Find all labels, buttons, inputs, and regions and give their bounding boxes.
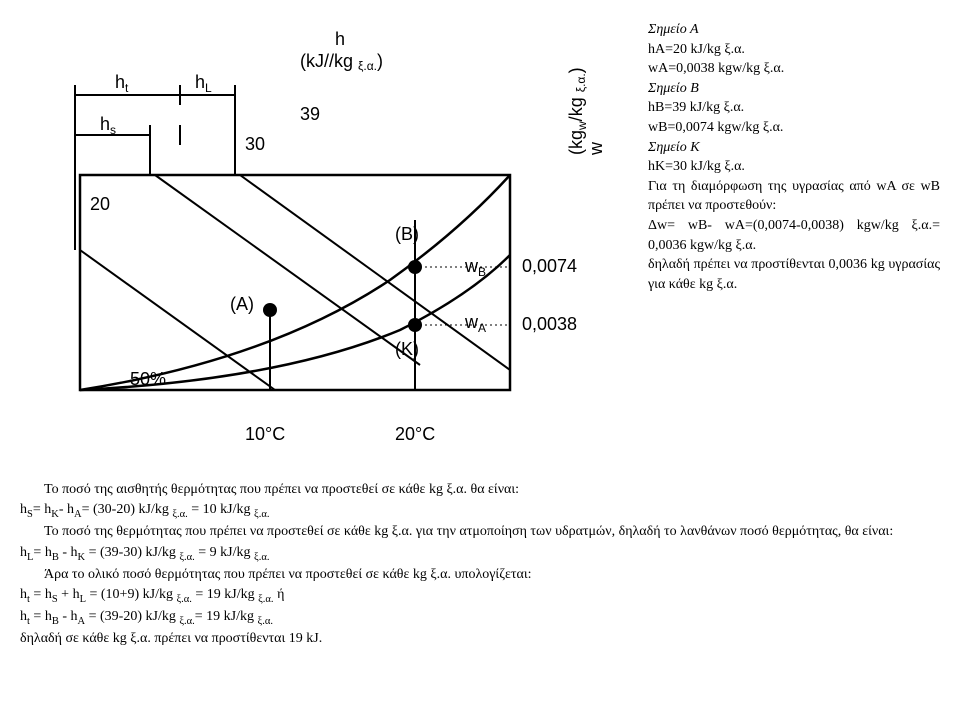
label-K: (K)	[395, 339, 419, 359]
label-0074: 0,0074	[522, 256, 577, 276]
w-axis-label-2: (kgw/kg ξ.α.)	[566, 67, 589, 155]
point-k-hk: hK=30 kJ/kg ξ.α.	[648, 157, 940, 177]
point-b-hb: hB=39 kJ/kg ξ.α.	[648, 98, 940, 118]
label-20c: 20°C	[395, 424, 435, 444]
label-39: 39	[300, 104, 320, 124]
label-A: (A)	[230, 294, 254, 314]
label-wB: wB	[464, 256, 486, 279]
point-k-title: Σημείο Κ	[648, 138, 940, 158]
label-hL: hL	[195, 72, 212, 95]
side-para2: δηλαδή πρέπει να προστίθενται 0,0036 kg …	[648, 255, 940, 294]
point-a-ha: hA=20 kJ/kg ξ.α.	[648, 40, 940, 60]
point-a-title: Σημείο Α	[648, 20, 940, 40]
point-a-wa: wA=0,0038 kgw/kg ξ.α.	[648, 59, 940, 79]
label-0038: 0,0038	[522, 314, 577, 334]
psychrometric-diagram: ht hL hs 20 30 39 h (kJ//kg ξ.α.) (A) (B…	[20, 20, 640, 470]
label-30: 30	[245, 134, 265, 154]
body-p1: Το ποσό της αισθητής θερμότητας που πρέπ…	[20, 480, 940, 500]
label-20: 20	[90, 194, 110, 214]
side-para1: Για τη διαμόρφωση της υγρασίας από wA σε…	[648, 177, 940, 216]
h-axis-label-2: (kJ//kg ξ.α.)	[300, 51, 383, 73]
label-hs: hs	[100, 114, 116, 137]
top-row: ht hL hs 20 30 39 h (kJ//kg ξ.α.) (A) (B…	[20, 20, 940, 470]
body-text: Το ποσό της αισθητής θερμότητας που πρέπ…	[20, 480, 940, 649]
body-p3: Άρα το ολικό ποσό θερμότητας που πρέπει …	[20, 565, 940, 585]
body-eq3b: ht = hB - hA = (39-20) kJ/kg ξ.α.= 19 kJ…	[20, 607, 940, 629]
side-dw: Δw= wB- wA=(0,0074-0,0038) kgw/kg ξ.α.= …	[648, 216, 940, 255]
label-ht: ht	[115, 72, 129, 95]
body-eq3a: ht = hS + hL = (10+9) kJ/kg ξ.α. = 19 kJ…	[20, 585, 940, 607]
label-50: 50%	[130, 369, 166, 389]
point-b-wb: wB=0,0074 kgw/kg ξ.α.	[648, 118, 940, 138]
point-b-title: Σημείο Β	[648, 79, 940, 99]
body-eq1: hS= hK- hA= (30-20) kJ/kg ξ.α. = 10 kJ/k…	[20, 500, 940, 522]
body-p2: Το ποσό της θερμότητας που πρέπει να προ…	[20, 522, 940, 542]
label-10c: 10°C	[245, 424, 285, 444]
h-axis-label-1: h	[335, 29, 345, 49]
side-annotations: Σημείο Α hA=20 kJ/kg ξ.α. wA=0,0038 kgw/…	[648, 20, 940, 294]
body-eq2: hL= hB - hK = (39-30) kJ/kg ξ.α. = 9 kJ/…	[20, 543, 940, 565]
w-axis-label-1: w	[586, 141, 606, 156]
body-p4: δηλαδή σε κάθε kg ξ.α. πρέπει να προστίθ…	[20, 629, 940, 649]
label-B: (B)	[395, 224, 419, 244]
label-wA: wA	[464, 312, 486, 335]
